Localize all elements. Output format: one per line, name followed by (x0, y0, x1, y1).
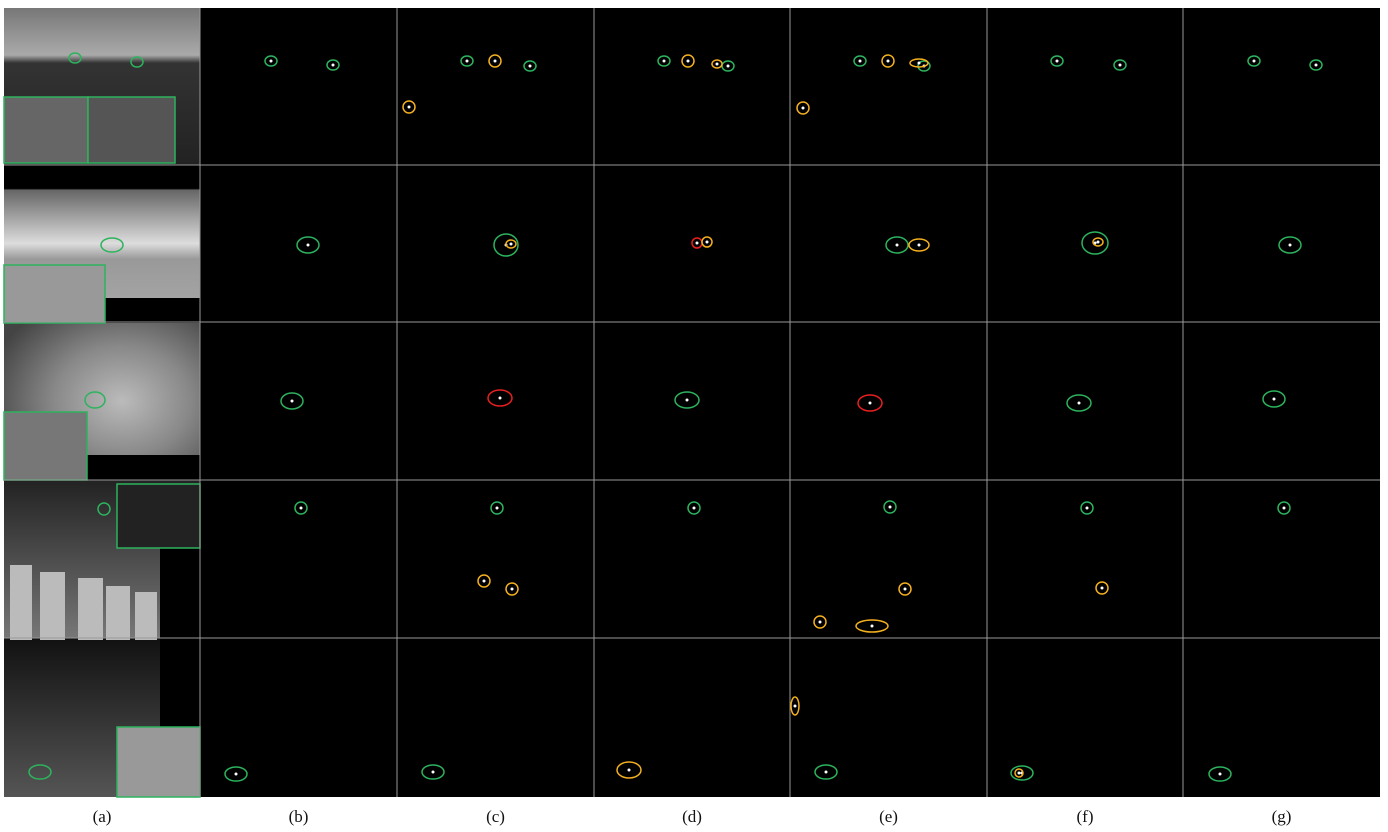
target-dot (529, 65, 532, 68)
target-dot (628, 769, 631, 772)
building (78, 578, 103, 640)
zoom-inset (88, 97, 175, 163)
target-dot (235, 773, 238, 776)
target-dot (1018, 772, 1021, 775)
column-label: (b) (289, 807, 309, 826)
column-label: (a) (93, 807, 112, 826)
target-dot (291, 400, 294, 403)
column-label: (c) (486, 807, 505, 826)
target-dot (1078, 402, 1081, 405)
target-dot (510, 243, 513, 246)
target-dot (904, 588, 907, 591)
building (106, 586, 130, 640)
zoom-inset (117, 727, 200, 797)
target-dot (693, 507, 696, 510)
target-dot (918, 244, 921, 247)
target-dot (727, 65, 730, 68)
target-dot (432, 771, 435, 774)
target-dot (1119, 64, 1122, 67)
building (135, 592, 157, 640)
target-dot (1101, 587, 1104, 590)
target-dot (408, 106, 411, 109)
target-dot (1315, 64, 1318, 67)
target-dot (270, 60, 273, 63)
target-dot (499, 397, 502, 400)
target-dot (802, 107, 805, 110)
building (40, 572, 65, 640)
target-dot (483, 580, 486, 583)
target-dot (1289, 244, 1292, 247)
target-dot (871, 625, 874, 628)
target-dot (825, 771, 828, 774)
zoom-inset (4, 97, 88, 163)
column-label: (g) (1272, 807, 1292, 826)
target-dot (307, 244, 310, 247)
target-dot (686, 399, 689, 402)
target-dot (332, 64, 335, 67)
building (10, 565, 32, 640)
zoom-inset (117, 484, 200, 548)
target-dot (1086, 507, 1089, 510)
target-dot (511, 588, 514, 591)
column-label: (d) (682, 807, 702, 826)
target-dot (496, 507, 499, 510)
zoom-inset (4, 412, 87, 480)
padding (105, 298, 200, 323)
image-grid (4, 8, 1380, 797)
target-dot (687, 60, 690, 63)
target-dot (896, 244, 899, 247)
column-label: (f) (1077, 807, 1094, 826)
column-label: (e) (879, 807, 898, 826)
target-dot (869, 402, 872, 405)
target-dot (1056, 60, 1059, 63)
target-dot (300, 507, 303, 510)
target-dot (494, 60, 497, 63)
target-dot (466, 60, 469, 63)
figure: (a) (b) (c) (d) (e) (f) (g) (0, 0, 1388, 832)
target-dot (706, 241, 709, 244)
padding (160, 548, 200, 640)
target-dot (1253, 60, 1256, 63)
target-dot (889, 506, 892, 509)
target-dot (1097, 241, 1100, 244)
zoom-inset (4, 265, 105, 323)
target-dot (716, 63, 719, 66)
target-dot (794, 705, 797, 708)
padding (160, 640, 200, 727)
target-dot (696, 242, 699, 245)
target-dot (663, 60, 666, 63)
target-dot (887, 60, 890, 63)
column-labels: (a) (b) (c) (d) (e) (f) (g) (93, 807, 1292, 826)
target-dot (1273, 398, 1276, 401)
target-dot (1219, 773, 1222, 776)
target-dot (1283, 507, 1286, 510)
target-dot (819, 621, 822, 624)
target-dot (918, 62, 921, 65)
target-dot (859, 60, 862, 63)
padding (87, 455, 200, 480)
